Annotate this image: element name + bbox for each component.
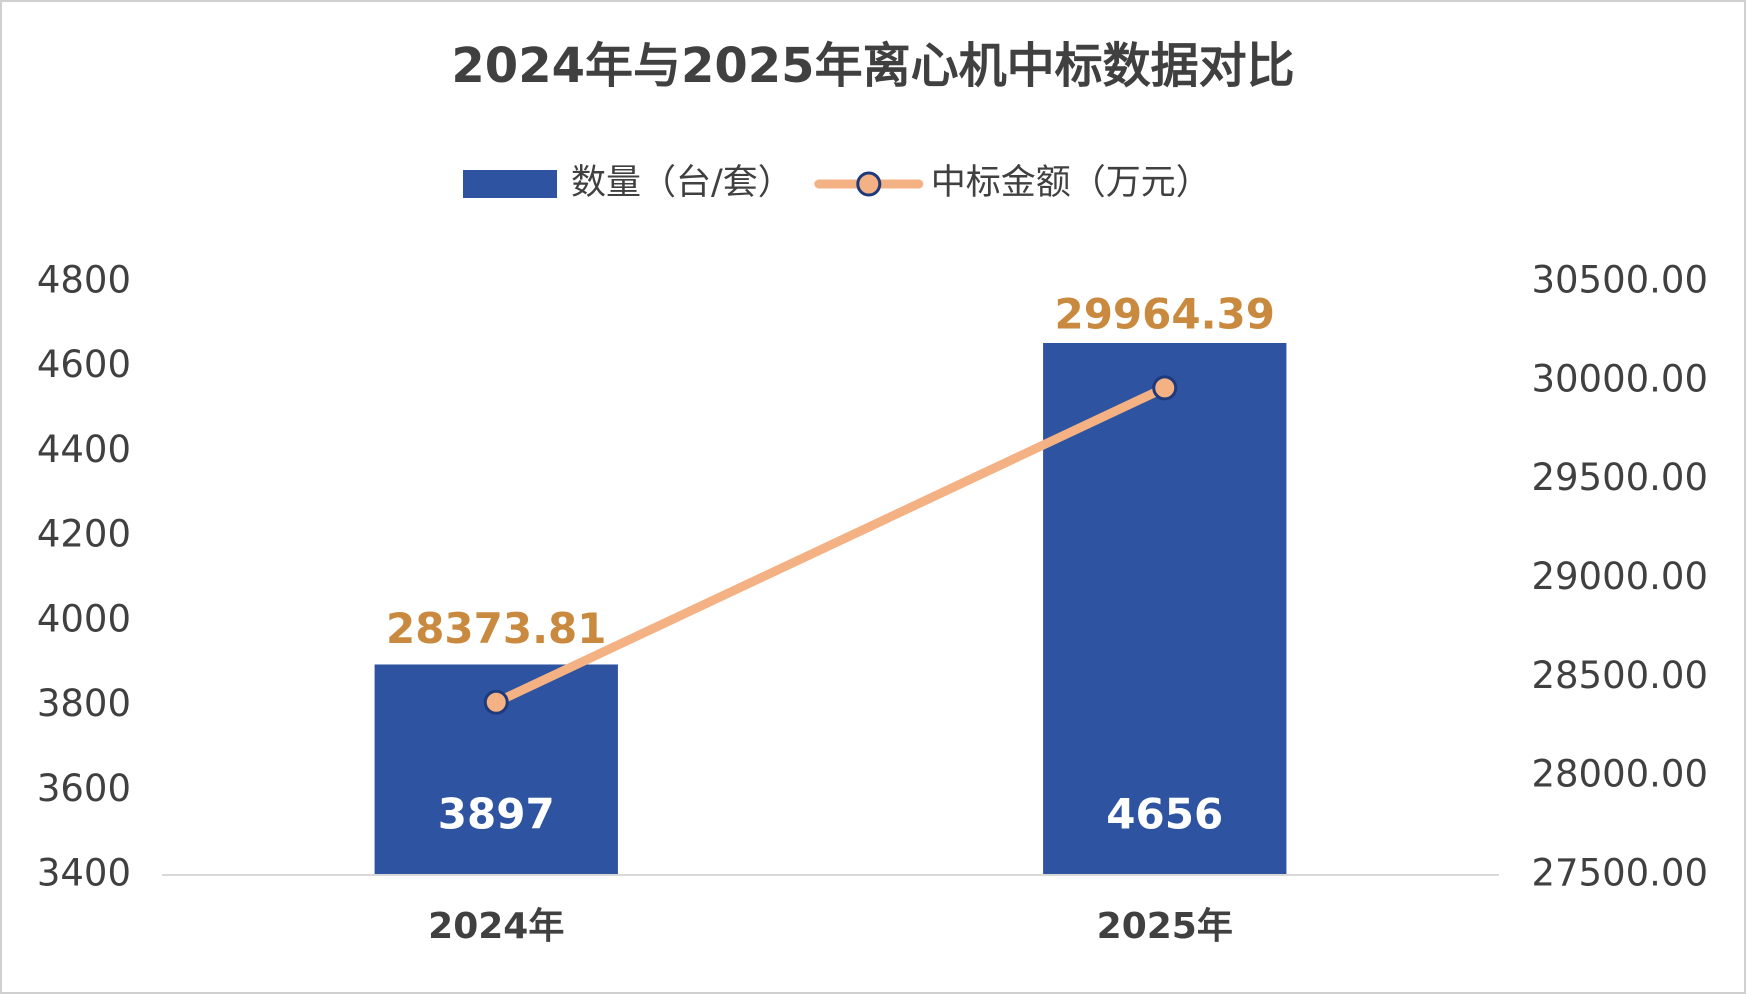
line-value-label: 29964.39: [1054, 289, 1275, 338]
y-tick-label: 3800: [37, 682, 131, 725]
y2-tick-label: 29000.00: [1531, 555, 1708, 598]
y2-tick-label: 27500.00: [1531, 852, 1708, 895]
y-tick-label: 4800: [37, 259, 131, 302]
legend-label: 中标金额（万元）: [931, 163, 1211, 203]
y2-tick-label: 30500.00: [1531, 259, 1708, 302]
chart-title: 2024年与2025年离心机中标数据对比: [451, 38, 1294, 94]
y-tick-label: 4200: [37, 513, 131, 556]
x-tick-label: 2024年: [428, 906, 564, 947]
legend-swatch: [463, 170, 557, 198]
line: [491, 383, 1170, 707]
line-value-label: 28373.81: [386, 604, 607, 653]
x-tick-label: 2025年: [1097, 906, 1233, 947]
y-tick-label: 4600: [37, 343, 131, 386]
y-tick-label: 3400: [37, 852, 131, 895]
y2-tick-label: 28000.00: [1531, 753, 1708, 796]
legend-marker: [856, 171, 882, 197]
bar-value-label: 3897: [438, 790, 555, 839]
bar-value-label: 4656: [1106, 790, 1223, 839]
bar: [1043, 342, 1287, 876]
line-marker: [1152, 375, 1178, 401]
y2-tick-label: 28500.00: [1531, 654, 1708, 697]
y-tick-label: 4400: [37, 428, 131, 471]
y2-tick-label: 30000.00: [1531, 357, 1708, 400]
legend-label: 数量（台/套）: [571, 163, 793, 203]
y-tick-label: 4000: [37, 597, 131, 640]
y-tick-label: 3600: [37, 767, 131, 810]
y2-tick-label: 29500.00: [1531, 456, 1708, 499]
line-marker: [483, 689, 509, 715]
